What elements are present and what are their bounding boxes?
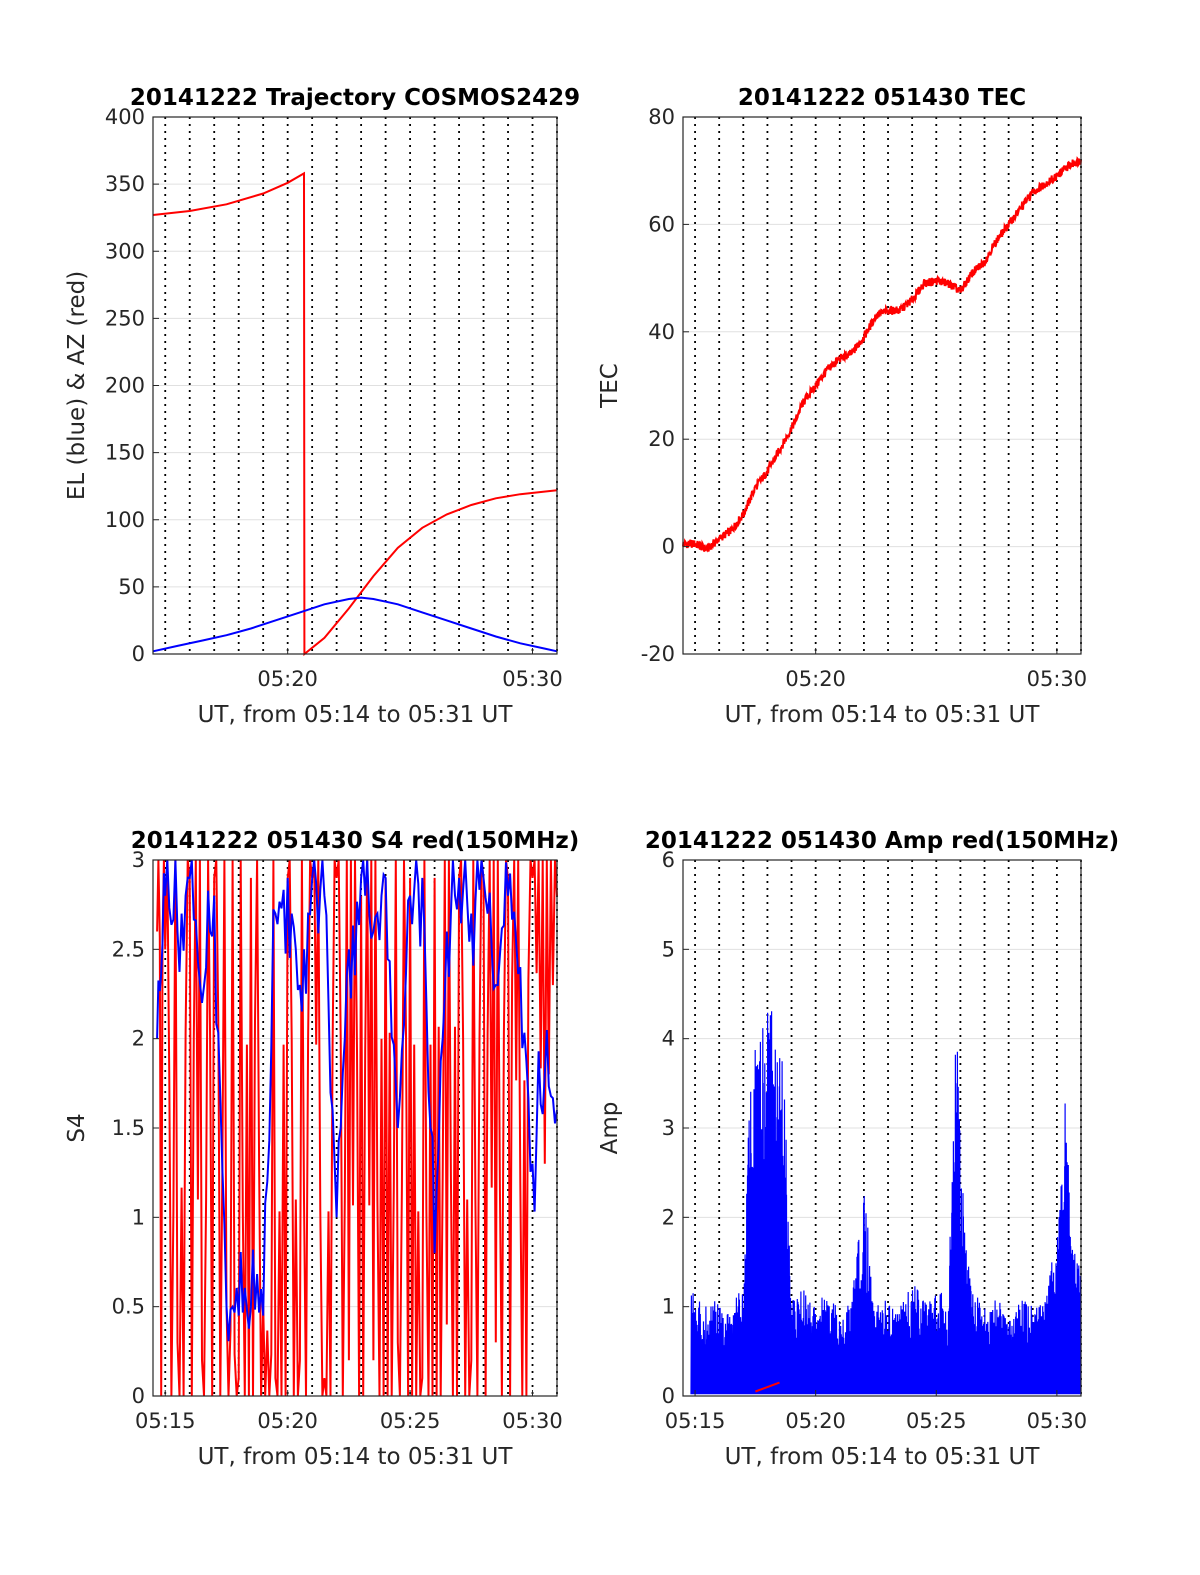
series-line-1 xyxy=(156,859,558,1342)
x-axis-label: UT, from 05:14 to 05:31 UT xyxy=(725,702,1041,728)
y-tick-label: 6 xyxy=(662,848,675,872)
chart-tec: -20 0 20 40 60 80 05:20 05:30 20141222 051430 TE… xyxy=(597,85,1087,728)
y-tick-label: 3 xyxy=(662,1116,675,1140)
y-axis-label: Amp xyxy=(597,1102,623,1155)
y-tick-label: 50 xyxy=(118,575,145,599)
series-line-0 xyxy=(682,156,1082,553)
y-axis-label: TEC xyxy=(597,363,623,409)
y-axis-label: EL (blue) & AZ (red) xyxy=(64,271,90,500)
chart-trajectory: 0 50 100 150 200 250 300 350 400 05:20 05:30 201412… xyxy=(64,85,580,728)
y-tick-label: 20 xyxy=(648,427,675,451)
x-axis-label: UT, from 05:14 to 05:31 UT xyxy=(198,702,514,728)
y-tick-label: 2 xyxy=(662,1205,675,1229)
y-tick-label: 2 xyxy=(132,1027,145,1051)
chart-s4: 0 0.5 1 1.5 2 2.5 3 05:15 05:20 05:25 05:30 2014122… xyxy=(64,828,579,1470)
y-tick-label: 0 xyxy=(132,1384,145,1408)
chart-title: 20141222 051430 TEC xyxy=(738,85,1026,111)
y-tick-label: 100 xyxy=(105,508,145,532)
x-axis-label: UT, from 05:14 to 05:31 UT xyxy=(725,1444,1041,1470)
y-axis-label: S4 xyxy=(64,1113,90,1142)
y-tick-label: 300 xyxy=(105,239,145,263)
x-tick-label: 05:30 xyxy=(502,667,563,691)
y-tick-label: 60 xyxy=(648,212,675,236)
y-tick-label: 1 xyxy=(132,1205,145,1229)
x-tick-label: 05:25 xyxy=(906,1409,967,1433)
y-tick-label: 5 xyxy=(662,937,675,961)
y-tick-label: 4 xyxy=(662,1027,675,1051)
y-tick-label: 0 xyxy=(132,642,145,666)
series-line-0 xyxy=(152,171,558,657)
x-tick-label: 05:20 xyxy=(257,667,318,691)
series-line-0 xyxy=(690,1011,1082,1395)
x-axis-label: UT, from 05:14 to 05:31 UT xyxy=(198,1444,514,1470)
y-tick-label: 80 xyxy=(648,105,675,129)
x-tick-label: 05:25 xyxy=(380,1409,441,1433)
y-tick-label: -20 xyxy=(641,642,675,666)
x-tick-label: 05:30 xyxy=(1027,1409,1088,1433)
x-tick-label: 05:20 xyxy=(785,667,846,691)
chart-title: 20141222 Trajectory COSMOS2429 xyxy=(130,85,580,111)
series-line-1 xyxy=(755,1381,780,1393)
y-tick-label: 350 xyxy=(105,172,145,196)
chart-title: 20141222 051430 Amp red(150MHz) xyxy=(645,828,1119,854)
chart-amp: 0 1 2 3 4 5 6 05:15 05:20 05:25 05:30 20141222 0514… xyxy=(597,828,1119,1470)
x-tick-label: 05:20 xyxy=(785,1409,846,1433)
series-line-1 xyxy=(152,596,558,653)
chart-title: 20141222 051430 S4 red(150MHz) xyxy=(131,828,580,854)
y-tick-label: 1.5 xyxy=(112,1116,145,1140)
y-tick-label: 150 xyxy=(105,441,145,465)
y-tick-label: 250 xyxy=(105,306,145,330)
axes-frame xyxy=(682,116,1082,655)
y-tick-label: 3 xyxy=(132,848,145,872)
y-tick-label: 400 xyxy=(105,105,145,129)
x-tick-label: 05:30 xyxy=(1027,667,1088,691)
plot-area xyxy=(683,117,1081,654)
y-tick-label: 0 xyxy=(662,535,675,559)
y-tick-label: 1 xyxy=(662,1295,675,1319)
y-tick-label: 40 xyxy=(648,320,675,344)
x-tick-label: 05:15 xyxy=(135,1409,196,1433)
y-tick-label: 2.5 xyxy=(112,937,145,961)
x-tick-label: 05:15 xyxy=(665,1409,726,1433)
y-tick-label: 0.5 xyxy=(112,1295,145,1319)
x-tick-label: 05:20 xyxy=(257,1409,318,1433)
x-tick-label: 05:30 xyxy=(502,1409,563,1433)
y-tick-label: 200 xyxy=(105,374,145,398)
y-tick-label: 0 xyxy=(662,1384,675,1408)
